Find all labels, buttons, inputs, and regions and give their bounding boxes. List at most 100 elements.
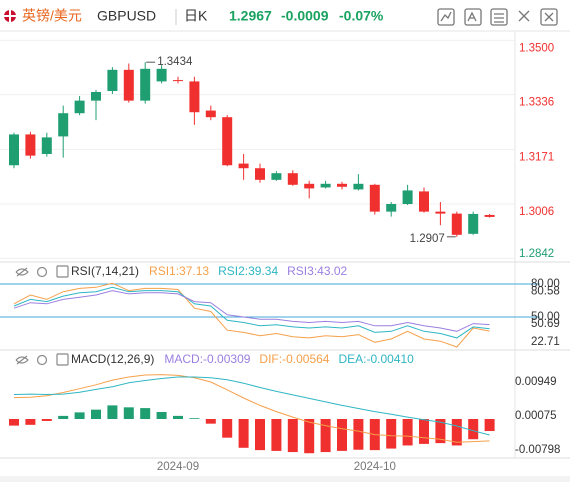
macd-bar [419, 418, 429, 444]
tool-button[interactable] [490, 8, 508, 26]
candle-body [123, 69, 134, 101]
candle-body [238, 163, 249, 169]
legend-entry: DEA:-0.00410 [338, 352, 414, 366]
macd-bar [435, 418, 446, 444]
change-pct: -0.07% [339, 8, 384, 24]
macd-bar [337, 418, 347, 451]
macd-bar [287, 418, 298, 453]
y-tick-label: 80.58 [531, 285, 560, 297]
macd-bar [173, 415, 183, 419]
macd-bar [468, 418, 479, 440]
y-tick-label: 0.00075 [515, 410, 557, 422]
macd-bar [255, 418, 265, 451]
x-tick-label: 2024-09 [157, 461, 199, 473]
tool-button[interactable] [518, 10, 530, 22]
candle-body [271, 173, 282, 180]
candle-body [402, 190, 413, 205]
series-line [13, 376, 490, 436]
macd-bar [271, 418, 282, 451]
tool-button[interactable] [464, 8, 482, 26]
macd-bar [484, 418, 495, 432]
candle-body [58, 113, 69, 137]
bottom-strip [0, 476, 570, 482]
settings-icon[interactable] [36, 266, 48, 278]
hide-icon[interactable] [15, 267, 29, 277]
candle-body [205, 110, 216, 118]
y-tick-label: 1.3171 [519, 151, 554, 163]
annotation: 1.2907 [410, 233, 445, 245]
period[interactable]: 日K [184, 8, 208, 24]
y-tick-label: 22.71 [531, 336, 560, 348]
candle-body [435, 211, 446, 214]
macd-bar [402, 418, 413, 446]
pair-name[interactable]: 英镑/美元 [22, 8, 82, 24]
y-tick-label: 0.00949 [515, 376, 557, 388]
candle-body [91, 92, 101, 101]
candle-body [304, 183, 315, 189]
candle-body [25, 134, 36, 156]
tool-button[interactable] [437, 8, 455, 26]
macd-bar [9, 418, 19, 426]
series-line [13, 290, 490, 332]
macd-icons [15, 353, 69, 366]
macd-bar [58, 415, 69, 419]
settings-icon[interactable] [36, 354, 48, 366]
reference-label: 50.00 [531, 311, 560, 323]
symbol: GBPUSD [97, 8, 156, 24]
candle-body [337, 183, 347, 187]
candle-body [9, 134, 19, 166]
price: 1.2967 [229, 8, 272, 24]
indicator-title: RSI(7,14,21) [71, 264, 139, 278]
candle-body [189, 81, 200, 113]
macd-bar [386, 418, 397, 449]
macd-bar [205, 418, 216, 424]
macd-bar [238, 418, 249, 448]
candle-body [451, 213, 462, 235]
macd-bar [74, 412, 85, 419]
legend-entry: RSI2:39.34 [218, 264, 278, 278]
y-tick-label: 1.3336 [519, 97, 554, 109]
macd-bar [91, 409, 101, 419]
tool-icon [440, 11, 452, 22]
macd-bar [189, 418, 200, 419]
candle-body [156, 68, 167, 82]
candle-body [255, 168, 265, 180]
hide-icon[interactable] [15, 355, 29, 365]
tool-icon [467, 11, 477, 22]
tool-button[interactable] [540, 8, 558, 26]
y-tick-label: 1.3006 [519, 206, 554, 218]
macd-bar [41, 418, 52, 421]
rsi-icons [15, 265, 69, 278]
candle-body [468, 213, 479, 234]
reference-label: 80.00 [531, 278, 560, 290]
legend-entry: DIF:-0.00564 [259, 352, 329, 366]
macd-bar [107, 405, 118, 419]
candle-body [369, 184, 380, 212]
macd-bar [320, 418, 331, 453]
macd-bar [25, 418, 36, 425]
flag-cross [4, 10, 16, 22]
macd-bar [304, 418, 315, 454]
annotation: 1.3434 [157, 56, 193, 68]
candle-body [484, 214, 495, 217]
tool-icon [544, 12, 554, 22]
series-line [13, 286, 490, 339]
y-tick-label: 50.69 [531, 318, 560, 330]
macd-bar [222, 418, 233, 438]
y-tick-label: 1.2842 [519, 248, 554, 260]
macd-bar [451, 418, 462, 446]
candle-body [320, 183, 331, 188]
candle-body [74, 100, 85, 114]
candle-body [287, 173, 298, 185]
indicator-title: MACD(12,26,9) [71, 352, 154, 366]
series-line [13, 282, 490, 348]
macd-bar [156, 411, 167, 419]
tool-icon [494, 13, 504, 23]
indicator-icon[interactable] [56, 353, 69, 366]
candle-body [140, 68, 151, 101]
legend-entry: MACD:-0.00309 [164, 352, 250, 366]
indicator-icon[interactable] [56, 265, 69, 278]
legend-entry: RSI1:37.13 [149, 264, 209, 278]
